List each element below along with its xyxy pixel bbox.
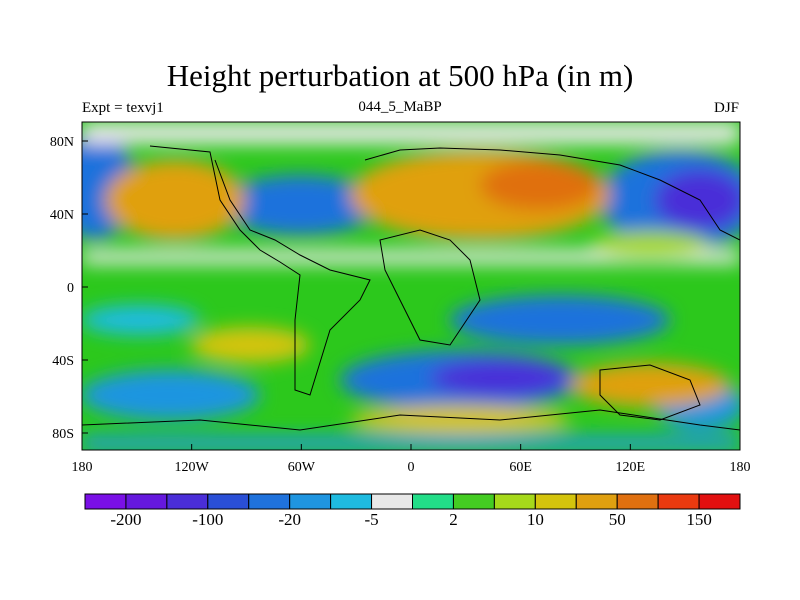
x-tick-label: 60W <box>288 460 316 475</box>
colorbar-label: 10 <box>527 510 544 529</box>
x-tick-label: 180 <box>72 460 93 475</box>
colorbar-swatch <box>657 493 700 510</box>
colorbar-label: 150 <box>686 510 712 529</box>
coastlines <box>82 145 740 431</box>
colorbar-swatch <box>534 493 577 510</box>
y-axis-ticks: 80N 40N 0 40S 80S <box>50 135 88 442</box>
x-tick-label: 60E <box>509 460 532 475</box>
x-axis-ticks: 180 120W 60W 0 60E 120E 180 <box>72 444 751 475</box>
colorbar-label: -20 <box>278 510 301 529</box>
experiment-label: Expt = texvj1 <box>82 100 164 116</box>
colorbar-swatch <box>698 493 741 510</box>
colorbar-label: 50 <box>609 510 626 529</box>
colorbar-swatch <box>125 493 168 510</box>
y-tick-label: 80S <box>52 427 74 442</box>
colorbar-swatch <box>616 493 659 510</box>
colorbar-label: -100 <box>192 510 223 529</box>
y-tick-label: 80N <box>50 135 74 150</box>
x-tick-label: 120E <box>616 460 646 475</box>
colorbar-swatch <box>248 493 291 510</box>
colorbar-swatch <box>493 493 536 510</box>
x-tick-label: 180 <box>730 460 751 475</box>
colorbar-label: -200 <box>110 510 141 529</box>
colorbar-swatch <box>289 493 332 510</box>
x-tick-label: 120W <box>175 460 210 475</box>
y-tick-label: 40N <box>50 208 74 223</box>
colorbar-swatch <box>207 493 250 510</box>
colorbar-swatch <box>371 493 413 510</box>
colorbar-swatch <box>84 493 127 510</box>
map-title: Height perturbation at 500 hPa (in m) <box>166 58 634 93</box>
contour-field <box>82 122 740 450</box>
colorbar-swatch <box>412 493 454 510</box>
colorbar-swatch <box>166 493 209 510</box>
colorbar-swatch <box>575 493 618 510</box>
experiment-id: 044_5_MaBP <box>358 99 442 115</box>
colorbar-swatch <box>452 493 495 510</box>
season-label: DJF <box>713 100 739 116</box>
colorbar: -200 -100 -20 -5 2 10 50 150 <box>84 493 741 529</box>
y-tick-label: 40S <box>52 354 74 369</box>
colorbar-label: -5 <box>364 510 378 529</box>
colorbar-swatch <box>330 493 373 510</box>
x-tick-label: 0 <box>408 460 415 475</box>
colorbar-label: 2 <box>449 510 458 529</box>
y-tick-label: 0 <box>67 281 74 296</box>
